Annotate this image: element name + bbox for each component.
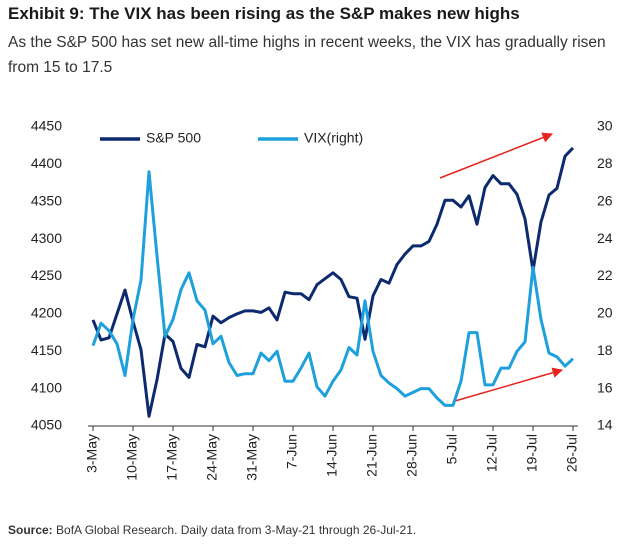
y-tick-label: 4350 <box>31 192 62 208</box>
y-tick-label: 4150 <box>31 342 62 358</box>
x-tick-label: 28-Jun <box>404 434 420 477</box>
y2-tick-label: 24 <box>597 230 613 246</box>
source-label: Source: <box>8 523 53 537</box>
x-tick-label: 26-Jul <box>564 434 580 472</box>
x-tick-label: 19-Jul <box>524 434 540 472</box>
x-tick-label: 17-May <box>164 434 180 481</box>
x-tick-label: 5-Jul <box>444 434 460 464</box>
y-tick-label: 4200 <box>31 305 62 321</box>
y2-tick-label: 22 <box>597 267 613 283</box>
x-tick-label: 24-May <box>204 434 220 481</box>
trend-arrow <box>454 367 564 402</box>
y-tick-label: 4250 <box>31 267 62 283</box>
x-tick-label: 14-Jun <box>324 434 340 477</box>
x-tick-label: 21-Jun <box>364 434 380 477</box>
y2-tick-label: 30 <box>597 118 613 134</box>
x-tick-label: 31-May <box>244 434 260 481</box>
chart-subtitle: As the S&P 500 has set new all-time high… <box>8 34 606 76</box>
x-tick-label: 3-May <box>84 434 100 473</box>
trend-arrow <box>439 132 553 179</box>
y-tick-label: 4050 <box>31 417 62 433</box>
x-tick-label: 7-Jun <box>284 434 300 469</box>
y-tick-label: 4300 <box>31 230 62 246</box>
series-line <box>91 170 575 407</box>
y2-tick-label: 26 <box>597 192 613 208</box>
y2-tick-label: 14 <box>597 417 613 433</box>
y-tick-label: 4100 <box>31 379 62 395</box>
legend-label: VIX(right) <box>304 130 363 146</box>
x-tick-label: 10-May <box>124 434 140 481</box>
source-note: Source: BofA Global Research. Daily data… <box>8 523 416 537</box>
y2-tick-label: 20 <box>597 305 613 321</box>
y2-tick-label: 28 <box>597 155 613 171</box>
y-tick-label: 4450 <box>31 118 62 134</box>
legend-label: S&P 500 <box>146 130 201 146</box>
x-tick-label: 12-Jul <box>484 434 500 472</box>
y2-tick-label: 18 <box>597 342 613 358</box>
y2-tick-label: 16 <box>597 379 613 395</box>
chart-title: Exhibit 9: The VIX has been rising as th… <box>8 4 520 23</box>
y-tick-label: 4400 <box>31 155 62 171</box>
source-text: BofA Global Research. Daily data from 3-… <box>56 523 417 537</box>
series-line <box>91 146 575 418</box>
